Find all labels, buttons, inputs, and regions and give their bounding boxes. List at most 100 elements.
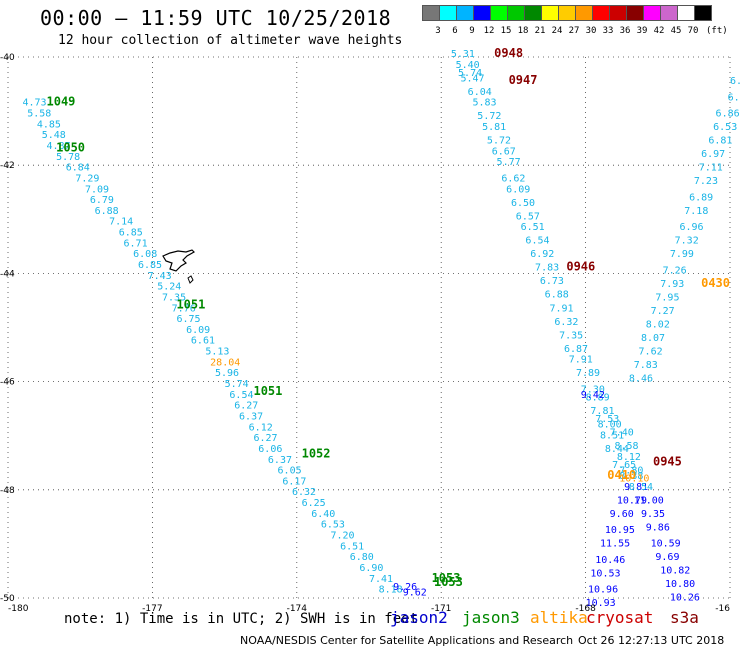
- pass-time-label: 0948: [494, 46, 523, 60]
- wave-height-value: 7.91: [550, 303, 574, 314]
- lat-tick-label: -48: [0, 486, 15, 496]
- lon-tick-label: -171: [431, 604, 451, 614]
- wave-height-value: 8.12: [617, 452, 641, 463]
- wave-height-value: 10.53: [590, 568, 620, 579]
- wave-height-value: 6.81: [708, 136, 732, 147]
- wave-height-value: 6.09: [506, 184, 530, 195]
- legend-swatch-label: 42: [653, 26, 665, 36]
- legend-swatch-label: 9: [469, 26, 475, 36]
- wave-height-value: 7.65: [612, 460, 636, 471]
- track-jason3-west-orange: 28.04: [210, 357, 240, 368]
- wave-height-value: 6.32: [292, 487, 316, 498]
- wave-height-value: 7.41: [369, 574, 393, 585]
- wave-height-value: 6.4: [730, 76, 740, 87]
- wave-height-value: 11.55: [600, 539, 630, 550]
- wave-height-value: 6.54: [525, 236, 549, 247]
- wave-height-value: 10.10: [619, 474, 649, 485]
- wave-height-value: 9.26: [393, 582, 417, 593]
- track-altika-east: 10.10: [619, 474, 649, 485]
- wave-height-value: 7.18: [684, 206, 708, 217]
- legend-swatch-label: 24: [551, 26, 563, 36]
- track-jason2-east-descending: 9.42 9.81 10.79 9.60 10.95 11.55 10.46 10.53 10.…: [581, 390, 648, 609]
- pass-time-label: 1053: [432, 571, 461, 585]
- wave-height-value: 10.95: [605, 525, 635, 536]
- wave-height-value: 5.96: [215, 368, 239, 379]
- legend-swatch-label: 27: [568, 26, 580, 36]
- track-jason3-west: 4.735.584.855.484.875.786.847.297.096.79…: [22, 98, 402, 596]
- wave-height-value: 7.93: [660, 279, 684, 290]
- wave-height-value: 6.06: [258, 444, 282, 455]
- wave-height-value: 6.37: [239, 411, 263, 422]
- pitt-island: [187, 275, 194, 284]
- footer-timestamp: Oct 26 12:27:13 UTC 2018: [578, 634, 725, 647]
- wave-height-value: 9.86: [646, 522, 670, 533]
- lat-tick-label: -40: [0, 53, 15, 63]
- wave-height-value: 5.24: [157, 282, 181, 293]
- wave-height-value: 8.18: [379, 585, 403, 596]
- wave-height-value: 6.05: [278, 466, 302, 477]
- wave-height-value: 7.32: [675, 236, 699, 247]
- wave-height-value: 6.67: [492, 146, 516, 157]
- pass-time-label: 0947: [509, 73, 538, 87]
- wave-height-value: 6.75: [176, 314, 200, 325]
- wave-height-value: 8.51: [600, 430, 624, 441]
- wave-height-value: 6.88: [95, 206, 119, 217]
- wave-height-value: 7.29: [75, 173, 99, 184]
- wave-height-value: 6.71: [124, 238, 148, 249]
- legend-swatch-label: 70: [687, 26, 699, 36]
- wave-height-value: 7.20: [330, 530, 354, 541]
- axis-tick-labels: -40 -42 -44 -46 -48 -50-180 -177 -174 -171 -168 -1…: [0, 53, 730, 614]
- legend-swatch-label: 3: [435, 26, 441, 36]
- wave-height-value: 9.60: [610, 509, 634, 520]
- lon-tick-label: -174: [287, 604, 308, 614]
- wave-height-value: 7.30: [581, 384, 605, 395]
- wave-height-value: 7.81: [590, 406, 614, 417]
- wave-height-value: 6.79: [90, 195, 114, 206]
- wave-height-value: 8.89: [586, 393, 610, 404]
- wave-height-value: 10.26: [670, 593, 700, 604]
- wave-height-value: 7.14: [109, 217, 133, 228]
- pass-time-label: 0946: [566, 260, 595, 274]
- legend-swatch: [694, 5, 712, 21]
- legend-swatch-label: 39: [636, 26, 648, 36]
- wave-height-value: 6.51: [521, 222, 545, 233]
- wave-height-value: 6.85: [138, 260, 162, 271]
- wave-height-value: 11.00: [634, 495, 664, 506]
- wave-height-value: 6.32: [554, 317, 578, 328]
- wave-height-value: 7.76: [172, 303, 196, 314]
- wave-height-value: 7.35: [559, 330, 583, 341]
- wave-height-value: 7.27: [651, 306, 675, 317]
- legend-swatch-label: 33: [602, 26, 614, 36]
- wave-height-value: 5.72: [477, 111, 501, 122]
- wave-height-value: 9.81: [624, 482, 648, 493]
- wave-height-value: 5.74: [458, 68, 482, 79]
- map-title: 00:00 — 11:59 UTC 10/25/2018: [40, 6, 392, 30]
- wave-height-value: 6.62: [501, 173, 525, 184]
- wave-height-value: 6.96: [679, 222, 703, 233]
- wave-height-value: 5.31: [451, 49, 475, 60]
- wave-height-value: 6.89: [689, 192, 713, 203]
- wave-height-value: 10.80: [665, 579, 695, 590]
- wave-height-value: 6.80: [350, 552, 374, 563]
- wave-height-value: 6.12: [249, 422, 273, 433]
- wave-height-value: 6.53: [713, 122, 737, 133]
- wave-height-value: 6.08: [133, 249, 157, 260]
- satellite-legend-jason2: jason2: [390, 608, 448, 627]
- wave-height-value: 5.40: [456, 60, 480, 71]
- map-grid: [7, 56, 731, 599]
- wave-height-value: 10.82: [660, 566, 690, 577]
- wave-height-value: 7.80: [619, 466, 643, 477]
- wave-height-value: 6.51: [340, 541, 364, 552]
- wave-height-value: 10.46: [595, 555, 625, 566]
- wave-height-value: 8.07: [641, 333, 665, 344]
- wave-height-value: 7.23: [694, 176, 718, 187]
- satellite-legend-cryosat: cryosat: [586, 608, 654, 627]
- wave-height-value: 10.79: [617, 495, 647, 506]
- wave-height-value: 6.50: [511, 198, 535, 209]
- wave-height-value: 5.47: [460, 73, 484, 84]
- wave-height-value: 7.95: [655, 292, 679, 303]
- wave-height-value: 6.88: [545, 290, 569, 301]
- track-jason2-west-end: 9.269.62: [393, 582, 427, 598]
